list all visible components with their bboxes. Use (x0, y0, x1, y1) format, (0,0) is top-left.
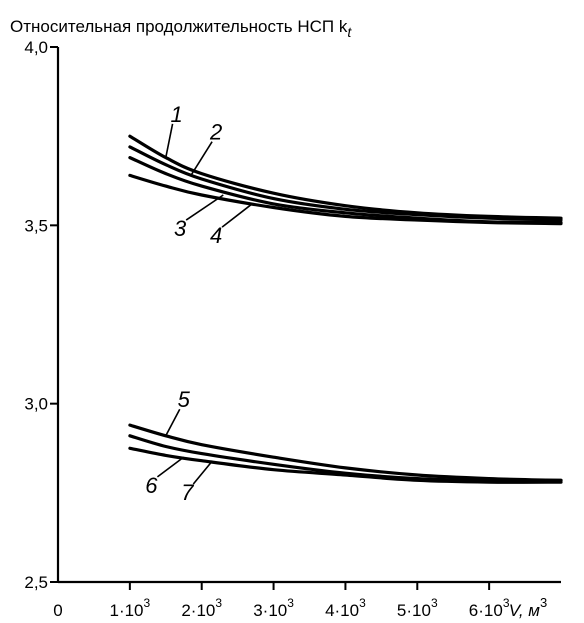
curve-1 (128, 134, 563, 220)
curve-4-leader (221, 203, 253, 228)
curve-3-leader (185, 194, 224, 221)
curves (128, 134, 563, 484)
x-ticks: 0 1·103 2·103 3·103 4·103 5·103 6·103 (53, 582, 510, 620)
x-tick-label-base: 0 (53, 601, 62, 620)
y-tick-label: 2,5 (24, 573, 48, 592)
x-axis-label-superscript: 3 (540, 595, 547, 610)
curve-labels: 1 2 3 4 5 6 7 (145, 102, 253, 505)
x-tick-label: 0 (53, 601, 62, 620)
x-tick-label-superscript: 3 (287, 596, 294, 610)
x-tick-label: 1·103 (109, 596, 150, 620)
curve-3-label: 3 (174, 216, 187, 241)
curve-7-leader (192, 460, 214, 485)
y-tick-label: 3,5 (24, 216, 48, 235)
curve-6-leader (156, 456, 185, 478)
x-axis-label-main: V, м (509, 601, 541, 620)
curve-7 (128, 446, 563, 484)
x-tick-label-base: 6·10 (469, 601, 503, 620)
x-tick-label: 5·103 (397, 596, 438, 620)
x-tick-label-base: 3·10 (253, 601, 287, 620)
curve-5-leader (165, 408, 181, 437)
chart-title-main: Относительная продолжительность НСП k (10, 17, 348, 36)
curve-1-label: 1 (170, 102, 182, 127)
x-tick-label-base: 1·10 (109, 601, 143, 620)
axes (56, 47, 561, 584)
y-tick-label: 3,0 (24, 395, 48, 414)
x-tick-label-superscript: 3 (144, 596, 151, 610)
y-ticks: 2,5 3,0 3,5 4,0 (24, 38, 58, 592)
curve-5-label: 5 (178, 387, 191, 412)
x-tick-label-superscript: 3 (215, 596, 222, 610)
chart-title: Относительная продолжительность НСП kt (10, 17, 352, 40)
x-tick-label-superscript: 3 (431, 596, 438, 610)
x-tick-label: 4·103 (325, 596, 366, 620)
x-axis-label: V, м3 (509, 595, 547, 620)
x-tick-label: 3·103 (253, 596, 294, 620)
curve-4 (128, 173, 563, 226)
x-tick-label-base: 5·10 (397, 601, 431, 620)
curve-3 (128, 156, 563, 225)
x-tick-label-base: 2·10 (181, 601, 215, 620)
curve-4-label: 4 (210, 223, 222, 248)
curve-5 (128, 423, 563, 482)
x-tick-label-superscript: 3 (359, 596, 366, 610)
x-tick-label: 2·103 (181, 596, 222, 620)
curve-6-label: 6 (145, 473, 158, 498)
curve-2-label: 2 (209, 120, 222, 145)
x-tick-label-superscript: 3 (503, 596, 510, 610)
chart-title-subscript: t (347, 24, 352, 40)
x-tick-label-base: 4·10 (325, 601, 359, 620)
curve-6 (128, 434, 563, 483)
y-tick-label: 4,0 (24, 38, 48, 57)
curve-2 (128, 145, 563, 222)
curve-7-label: 7 (181, 480, 194, 505)
x-tick-label: 6·103 (469, 596, 510, 620)
curve-1-leader (165, 123, 174, 158)
curve-2-leader (190, 141, 213, 176)
